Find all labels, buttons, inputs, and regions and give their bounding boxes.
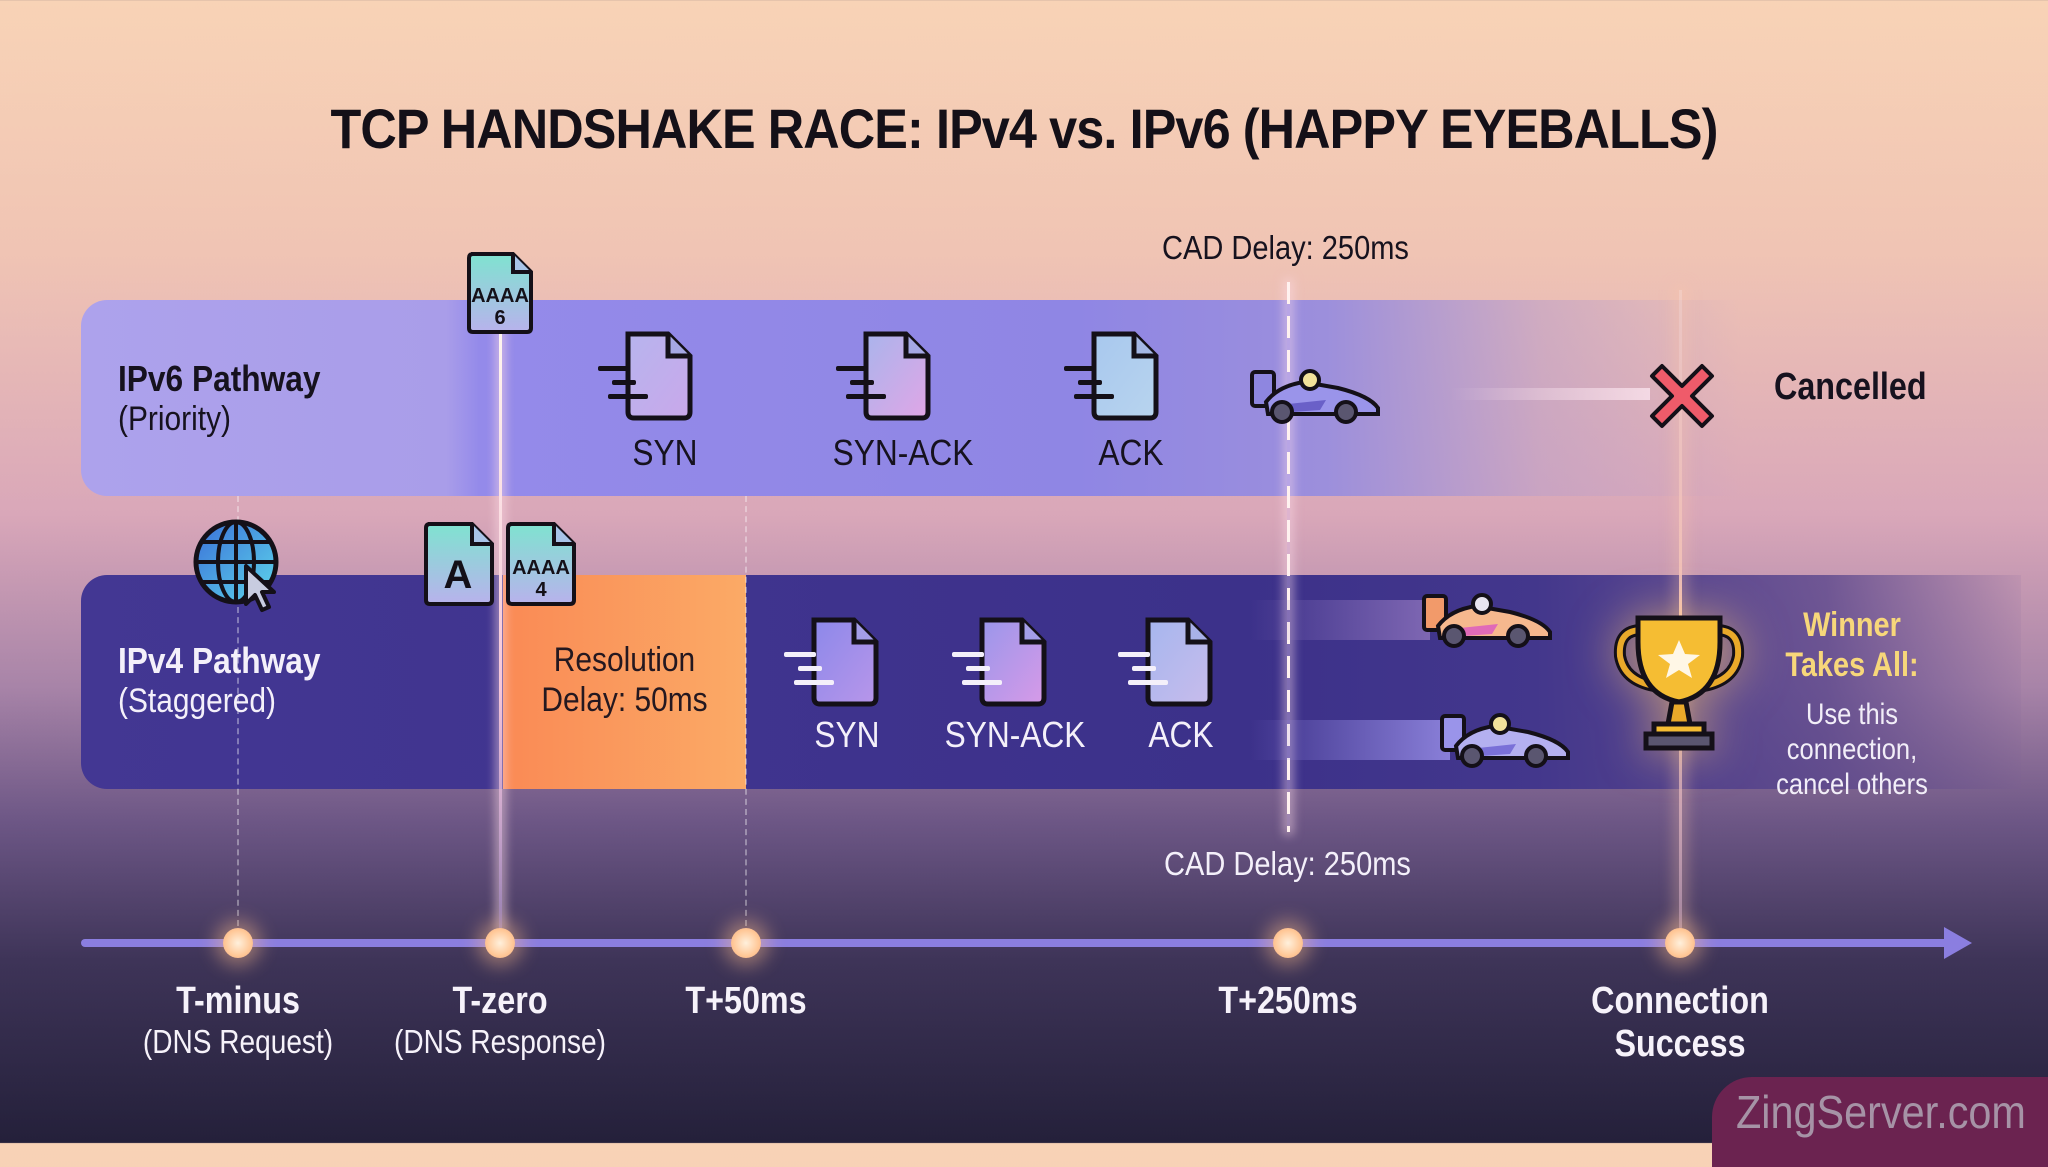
timeline-arrowhead-icon bbox=[1944, 927, 1972, 959]
winner-body-line2: connection, bbox=[1786, 733, 1918, 766]
aaaa-6-record-icon: AAAA 6 bbox=[465, 250, 535, 336]
ipv4-ack-packet-icon bbox=[1110, 614, 1220, 710]
timeline-dot-t-zero bbox=[485, 928, 515, 958]
t-zero-guide bbox=[499, 330, 502, 930]
ipv4-syn-packet-icon bbox=[776, 614, 886, 710]
winner-body-line3: cancel others bbox=[1776, 768, 1928, 801]
tick-t250: T+250ms bbox=[1178, 980, 1398, 1023]
ipv6-syn-ack-label: SYN-ACK bbox=[832, 432, 974, 473]
tick-connection-success: Connection Success bbox=[1560, 980, 1800, 1066]
winner-callout: Winner Takes All: Use this connection, c… bbox=[1752, 605, 1952, 802]
cad-guide bbox=[1287, 282, 1290, 832]
tick-t-zero-main: T-zero bbox=[452, 980, 548, 1022]
race-car-purple-icon bbox=[1438, 712, 1574, 768]
tick-t250-main: T+250ms bbox=[1218, 980, 1358, 1022]
diagram-title: TCP HANDSHAKE RACE: IPv4 vs. IPv6 (HAPPY… bbox=[330, 97, 1718, 160]
tick-connection-sub: Success bbox=[1614, 1023, 1746, 1065]
cad-delay-bottom-label: CAD Delay: 250ms bbox=[1164, 845, 1411, 882]
ipv4-syn-ack-packet-icon bbox=[944, 614, 1054, 710]
winner-heading-line2: Takes All: bbox=[1785, 646, 1919, 684]
ipv6-ack-label: ACK bbox=[1098, 432, 1164, 473]
resolution-delay-label: Resolution Delay: 50ms bbox=[503, 640, 746, 720]
aaaa-6-line2: 6 bbox=[494, 307, 505, 329]
watermark-badge: ZingServer.com bbox=[1712, 1077, 2048, 1167]
ipv4-ack-label: ACK bbox=[1148, 714, 1214, 755]
tick-t-minus-sub: (DNS Request) bbox=[142, 1023, 334, 1060]
winner-heading-line1: Winner bbox=[1803, 606, 1901, 644]
trophy-star-icon bbox=[1612, 612, 1746, 752]
cancelled-label: Cancelled bbox=[1774, 366, 1927, 408]
ipv6-syn-packet-icon bbox=[590, 328, 700, 424]
tick-connection-main: Connection bbox=[1591, 980, 1769, 1022]
ipv4-syn-label: SYN bbox=[814, 714, 880, 755]
ipv6-lane-subtitle: (Priority) bbox=[118, 400, 232, 438]
a-record-text: A bbox=[444, 553, 473, 597]
tick-t-minus-main: T-minus bbox=[176, 980, 300, 1022]
t-minus-guide bbox=[237, 496, 239, 926]
timeline-dot-connection bbox=[1665, 928, 1695, 958]
race-car-orange-icon bbox=[1420, 592, 1556, 648]
ipv6-race-car-icon bbox=[1248, 368, 1384, 424]
aaaa-4-line2: 4 bbox=[535, 579, 547, 601]
t50-guide bbox=[745, 496, 747, 926]
ipv6-ack-packet-icon bbox=[1056, 328, 1166, 424]
tick-t-zero-sub: (DNS Response) bbox=[393, 1023, 606, 1060]
ipv4-trail-top bbox=[1250, 600, 1430, 640]
timeline-dot-t250 bbox=[1273, 928, 1303, 958]
tick-t50: T+50ms bbox=[646, 980, 846, 1023]
timeline-dot-t-minus bbox=[223, 928, 253, 958]
resolution-delay-line1: Resolution bbox=[553, 641, 696, 679]
ipv6-syn-ack-packet-icon bbox=[828, 328, 938, 424]
connection-guide bbox=[1679, 290, 1682, 930]
tick-t-zero: T-zero (DNS Response) bbox=[370, 980, 630, 1061]
tick-t50-main: T+50ms bbox=[685, 980, 807, 1022]
aaaa-4-line1: AAAA bbox=[512, 557, 570, 579]
ipv4-syn-ack-label: SYN-ACK bbox=[944, 714, 1086, 755]
ipv6-lane-title: IPv6 Pathway bbox=[118, 358, 321, 399]
ipv4-lane-subtitle: (Staggered) bbox=[118, 682, 277, 720]
aaaa-6-line1: AAAA bbox=[471, 285, 529, 307]
aaaa-4-record-icon: AAAA 4 bbox=[504, 520, 578, 608]
cancel-x-icon bbox=[1648, 362, 1716, 430]
globe-cursor-icon bbox=[192, 518, 288, 614]
tick-t-minus: T-minus (DNS Request) bbox=[118, 980, 358, 1061]
cad-delay-top-label: CAD Delay: 250ms bbox=[1162, 229, 1409, 266]
timeline-axis bbox=[81, 939, 1951, 947]
watermark-text: ZingServer.com bbox=[1736, 1086, 2026, 1138]
a-record-icon: A bbox=[422, 520, 496, 608]
resolution-delay-block bbox=[503, 575, 746, 789]
ipv6-trail bbox=[1450, 388, 1650, 400]
resolution-delay-line2: Delay: 50ms bbox=[541, 681, 708, 719]
ipv6-syn-label: SYN bbox=[632, 432, 698, 473]
timeline-dot-t50 bbox=[731, 928, 761, 958]
ipv4-trail-bottom bbox=[1250, 720, 1450, 760]
ipv4-lane-title: IPv4 Pathway bbox=[118, 640, 321, 681]
winner-body-line1: Use this bbox=[1805, 698, 1899, 731]
